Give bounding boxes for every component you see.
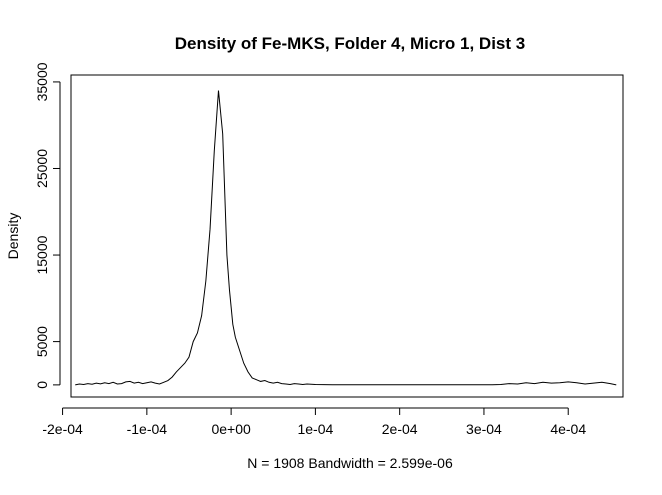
x-tick-label: 0e+00 bbox=[211, 421, 251, 437]
y-axis: 0 5000 15000 25000 35000 bbox=[34, 62, 61, 389]
y-axis-label: Density bbox=[5, 213, 21, 260]
x-axis: -2e-04 -1e-04 0e+00 1e-04 2e-04 3e-04 4e-04 bbox=[42, 407, 586, 437]
x-axis-label: N = 1908 Bandwidth = 2.599e-06 bbox=[247, 455, 453, 471]
y-tick-label: 15000 bbox=[34, 235, 50, 274]
x-tick-label: -1e-04 bbox=[127, 421, 168, 437]
plot-frame bbox=[70, 74, 624, 398]
y-tick-label: 5000 bbox=[34, 326, 50, 357]
x-tick-label: 1e-04 bbox=[297, 421, 333, 437]
x-tick-label: 4e-04 bbox=[550, 421, 586, 437]
x-tick-label: 2e-04 bbox=[382, 421, 418, 437]
chart-title: Density of Fe-MKS, Folder 4, Micro 1, Di… bbox=[175, 34, 525, 53]
y-tick-label: 35000 bbox=[34, 62, 50, 101]
x-tick-label: 3e-04 bbox=[466, 421, 502, 437]
density-curve bbox=[75, 90, 617, 386]
y-tick-label: 25000 bbox=[34, 149, 50, 188]
y-tick-label: 0 bbox=[34, 381, 50, 389]
x-tick-label: -2e-04 bbox=[42, 421, 83, 437]
